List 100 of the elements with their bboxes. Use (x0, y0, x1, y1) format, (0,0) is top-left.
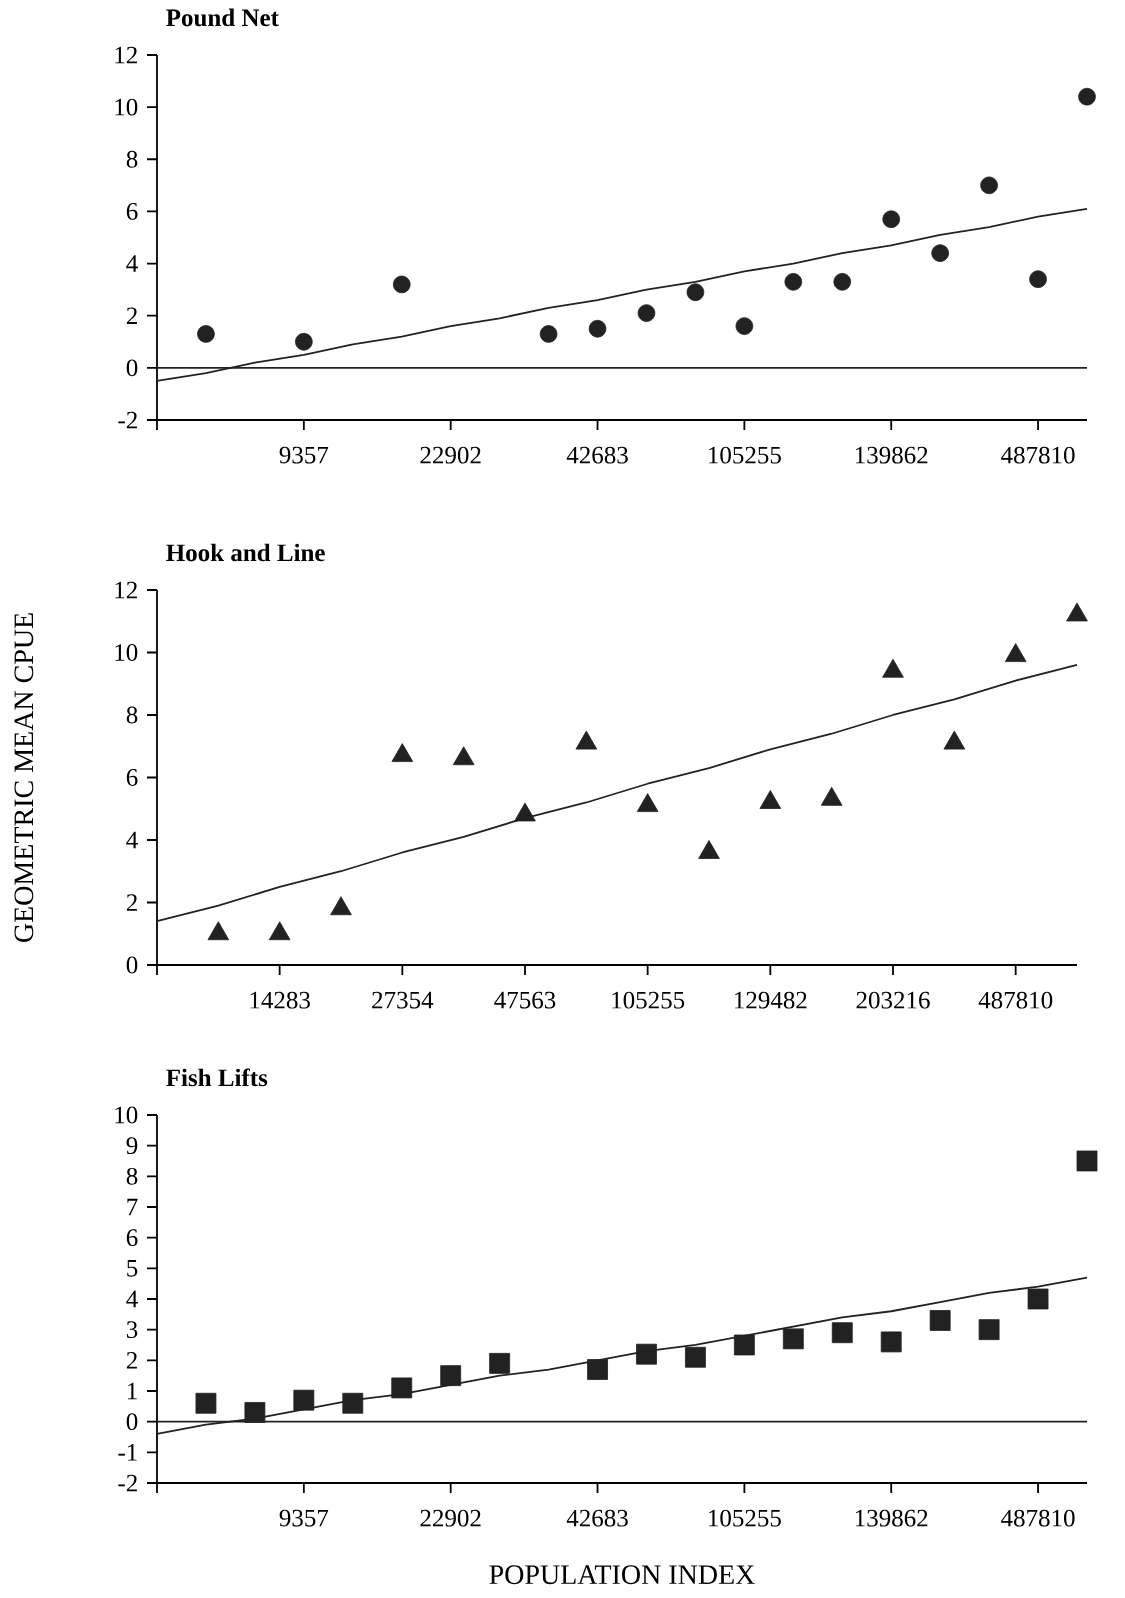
point (980, 176, 998, 195)
line-series (156, 207, 1088, 382)
point (698, 840, 720, 859)
x-tick-label: 129482 (735, 991, 807, 1009)
point (685, 1346, 706, 1368)
point (1004, 643, 1027, 663)
point (636, 1343, 657, 1365)
point (391, 1377, 413, 1399)
point (268, 921, 291, 941)
point (782, 1328, 804, 1350)
chart-title: Fish Lifts (166, 1068, 268, 1087)
point (735, 317, 754, 335)
point (784, 273, 803, 291)
point (1078, 87, 1096, 106)
point (882, 210, 901, 229)
y-tick-label: 5 (127, 1260, 138, 1277)
y-tick-label: 10 (115, 644, 138, 661)
y-tick-label: 12 (115, 581, 137, 599)
point (759, 790, 782, 809)
point (392, 275, 411, 294)
x-axis-title: POPULATION INDEX (489, 1565, 755, 1585)
y-tick-label: 2 (126, 894, 137, 911)
point (489, 1352, 511, 1374)
point (1029, 270, 1047, 288)
point (833, 273, 852, 291)
x-tick-label: 139862 (855, 1509, 928, 1527)
point (295, 332, 313, 351)
y-tick-label: 0 (126, 359, 138, 377)
x-tick-label: 42683 (566, 1509, 628, 1527)
y-axis-title: GEOMETRIC MEAN CPUE (14, 613, 34, 942)
y-tick-label: 12 (115, 46, 137, 64)
point (342, 1392, 364, 1414)
point (197, 325, 215, 343)
x-tick-label: 105255 (709, 1509, 781, 1527)
point (207, 921, 230, 941)
point (943, 730, 966, 750)
y-tick-label: 6 (126, 769, 138, 786)
x-tick-label: 47563 (494, 991, 556, 1009)
point (637, 304, 656, 322)
y-tick-label: 6 (126, 1229, 138, 1247)
point (831, 1322, 853, 1344)
x-tick-label: 9357 (279, 1509, 329, 1527)
x-tick-label: 105255 (709, 446, 781, 464)
point (587, 1359, 608, 1380)
y-tick-label: 4 (126, 831, 138, 849)
y-tick-label: 9 (126, 1137, 138, 1155)
x-tick-label: 203216 (856, 991, 930, 1009)
x-tick-label: 14283 (250, 991, 310, 1009)
x-tick-label: 42683 (566, 446, 628, 464)
y-tick-label: 7 (127, 1198, 138, 1216)
point (514, 802, 536, 822)
y-tick-label: 8 (126, 706, 138, 724)
point (575, 730, 598, 750)
y-tick-label: 6 (126, 203, 138, 220)
x-tick-label: 105255 (612, 991, 685, 1009)
y-tick-label: 0 (126, 956, 138, 974)
y-tick-label: 2 (126, 1352, 137, 1369)
point (882, 658, 904, 678)
chart-title: Pound Net (166, 8, 279, 27)
point (330, 896, 352, 916)
y-tick-label: -2 (118, 1474, 137, 1492)
y-tick-label: 10 (115, 1106, 138, 1124)
x-tick-label: 22902 (420, 446, 481, 464)
point (440, 1365, 462, 1387)
point (588, 319, 607, 338)
y-tick-label: 0 (126, 1413, 138, 1431)
x-tick-label: 487810 (1001, 446, 1075, 464)
y-tick-label: 8 (126, 1167, 138, 1185)
x-tick-label: 487810 (1001, 1509, 1075, 1527)
y-tick-label: 1 (127, 1382, 137, 1400)
x-tick-label: 22902 (420, 1509, 481, 1527)
point (929, 1310, 951, 1331)
point (539, 325, 558, 343)
point (978, 1319, 1000, 1341)
line-series (156, 664, 1078, 923)
point (195, 1392, 217, 1414)
y-tick-label: -1 (118, 1444, 137, 1461)
x-tick-label: 487810 (978, 991, 1053, 1009)
point (452, 746, 475, 766)
point (820, 786, 843, 806)
chart-title: Hook and Line (166, 543, 325, 562)
y-tick-label: 3 (126, 1321, 138, 1339)
point (1066, 602, 1088, 622)
point (244, 1402, 266, 1423)
y-tick-label: -2 (118, 411, 137, 429)
y-tick-label: 4 (126, 1290, 138, 1308)
point (1027, 1288, 1049, 1310)
point (880, 1331, 902, 1353)
y-tick-label: 10 (115, 98, 138, 116)
point (733, 1334, 755, 1356)
point (391, 743, 414, 763)
y-tick-label: 2 (126, 307, 137, 324)
point (636, 793, 659, 813)
x-tick-label: 27354 (372, 991, 434, 1009)
point (293, 1389, 315, 1411)
point (1076, 1150, 1098, 1172)
point (686, 283, 705, 302)
y-tick-label: 8 (126, 150, 138, 168)
y-tick-label: 4 (126, 255, 138, 272)
x-tick-label: 9357 (279, 446, 329, 464)
